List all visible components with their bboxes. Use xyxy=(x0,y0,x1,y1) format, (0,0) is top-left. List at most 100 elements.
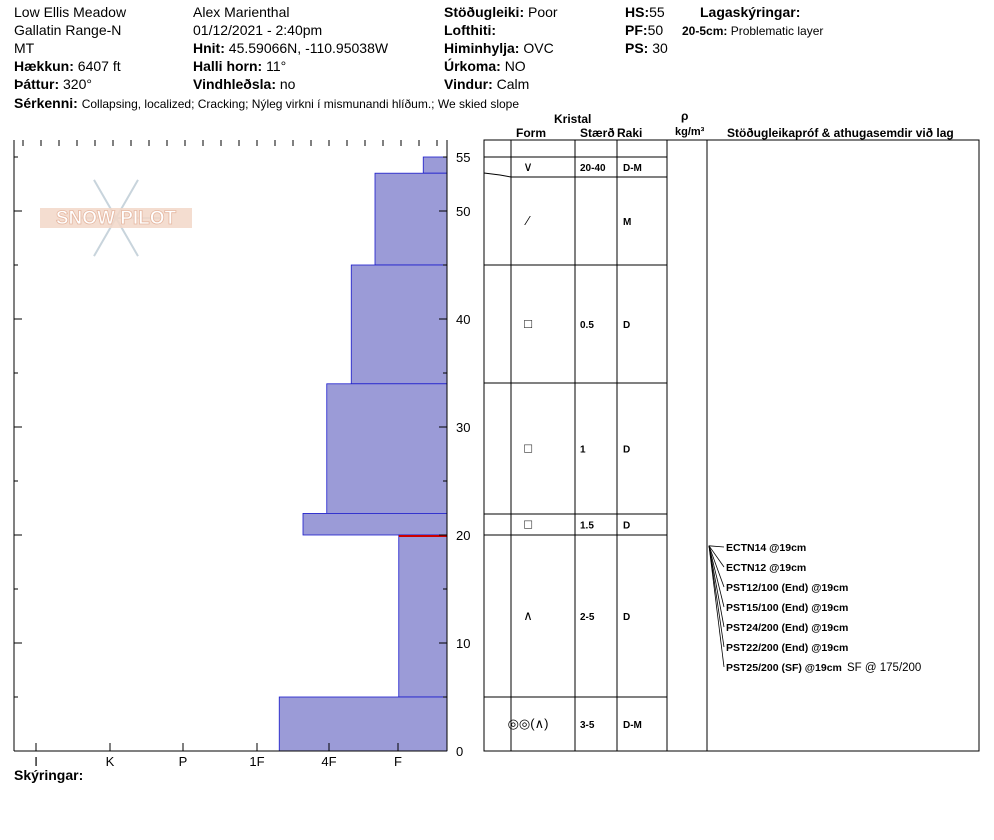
crystal-size-value: 2-5 xyxy=(580,612,595,623)
moisture-value: D-M xyxy=(623,163,642,174)
precip-label: Úrkoma: xyxy=(444,58,501,74)
logo-text: SNOW PILOT xyxy=(56,208,177,229)
elevation-row: Hækkun: 6407 ft xyxy=(14,58,121,74)
features-label: Sérkenni: xyxy=(14,95,78,111)
windload-label: Vindhleðsla: xyxy=(193,76,276,92)
aspect-row: Þáttur: 320° xyxy=(14,76,92,92)
size-header: Stærð xyxy=(580,126,615,140)
hardness-tick-label: F xyxy=(394,754,402,769)
test-pointer-line xyxy=(708,545,725,628)
layer-note-range: 20-5cm: xyxy=(682,24,728,38)
test-result: PST24/200 (End) @19cm xyxy=(726,622,848,634)
slope-label: Halli horn: xyxy=(193,58,263,74)
crystal-size-value: 3-5 xyxy=(580,720,595,731)
ps-value: 30 xyxy=(652,40,668,56)
hs-value: 55 xyxy=(649,4,665,20)
logo-banner xyxy=(40,208,192,228)
location-name: Low Ellis Meadow xyxy=(14,4,127,20)
depth-axis: 0 10 20 30 40 50 55 xyxy=(14,150,470,759)
test-result: PST12/100 (End) @19cm xyxy=(726,582,848,594)
hardness-bar xyxy=(326,383,448,514)
hs-label: HS: xyxy=(625,4,650,20)
depth-tick-label: 20 xyxy=(456,528,470,543)
pf-value: 50 xyxy=(647,22,664,38)
crystal-form-symbol: □ xyxy=(524,441,532,456)
moisture-value: D xyxy=(623,612,630,623)
coords-row: Hnit: 45.59066N, -110.95038W xyxy=(193,40,388,56)
windload-row: Vindhleðsla: no xyxy=(193,76,295,92)
crystal-form-symbol: ∨ xyxy=(523,159,533,174)
observation-datetime: 01/12/2021 - 2:40pm xyxy=(193,22,323,38)
elevation-label: Hækkun: xyxy=(14,58,74,74)
form-header: Form xyxy=(516,126,546,140)
test-result: PST15/100 (End) @19cm xyxy=(726,602,848,614)
test-pointer-line xyxy=(708,545,725,568)
observer-name: Alex Marienthal xyxy=(193,4,290,20)
depth-tick-label: 40 xyxy=(456,312,470,327)
crystal-size-value: 1 xyxy=(580,445,586,456)
density-unit: kg/m³ xyxy=(675,126,705,138)
test-note: SF @ 175/200 xyxy=(847,662,921,674)
crystal-size-value: 20-40 xyxy=(580,163,606,174)
test-result: ECTN12 @19cm xyxy=(726,562,806,574)
airtemp-row: Lofthiti: xyxy=(444,22,496,38)
pf-label: PF: xyxy=(625,22,648,38)
crystal-form-symbol: □ xyxy=(524,316,532,331)
crystal-size-value: 0.5 xyxy=(580,320,594,331)
coords-value: 45.59066N, -110.95038W xyxy=(228,40,389,56)
moisture-value: D xyxy=(623,320,630,331)
stability-value: Poor xyxy=(528,4,558,20)
test-pointer-line xyxy=(708,545,725,648)
stability-tests: ECTN14 @19cm ECTN12 @19cm PST12/100 (End) … xyxy=(708,542,921,674)
moisture-value: M xyxy=(623,217,631,228)
depth-tick-label: 30 xyxy=(456,420,470,435)
test-pointer-line xyxy=(708,545,725,668)
sky-value: OVC xyxy=(523,40,554,56)
ps-row: PS: 30 xyxy=(625,40,668,56)
crystal-header: Kristal xyxy=(554,112,592,126)
hardness-bar xyxy=(422,156,448,174)
test-result: ECTN14 @19cm xyxy=(726,542,806,554)
crystal-form-symbol: □ xyxy=(524,517,532,532)
crystal-size-value: 1.5 xyxy=(580,521,594,532)
test-pointer-line xyxy=(708,545,725,608)
depth-tick-label: 55 xyxy=(456,150,470,165)
slope-value: 11° xyxy=(266,58,287,74)
moisture-header: Raki xyxy=(617,126,643,140)
hardness-bar xyxy=(398,534,448,698)
crystal-form-symbol: ◎◎(∧) xyxy=(508,716,549,731)
depth-tick-label: 0 xyxy=(456,744,463,759)
moisture-value: D xyxy=(623,445,630,456)
test-result: PST25/200 (SF) @19cm xyxy=(726,662,842,674)
test-pointer-line xyxy=(708,545,725,588)
wind-value: Calm xyxy=(496,76,530,92)
moisture-value: D xyxy=(623,521,630,532)
windload-value: no xyxy=(279,76,296,92)
layer-note-text: Problematic layer xyxy=(730,24,824,38)
density-symbol: ρ xyxy=(681,109,689,123)
hardness-tick-label: I xyxy=(34,754,38,769)
depth-tick-label: 50 xyxy=(456,204,470,219)
features-value: Collapsing, localized; Cracking; Nýleg v… xyxy=(81,97,519,111)
tests-header: Stöðugleikapróf & athugasemdir við lag xyxy=(727,126,954,140)
aspect-label: Þáttur: xyxy=(14,76,60,92)
depth-tick-label: 10 xyxy=(456,636,470,651)
hs-row: HS:55 xyxy=(625,4,665,20)
snowpilot-logo: SNOW PILOT xyxy=(40,179,192,257)
pf-row: PF:50 xyxy=(625,22,663,38)
crystal-form-symbol: ⁄ xyxy=(524,213,531,228)
mountain-range: Gallatin Range-N xyxy=(14,22,122,38)
table-border xyxy=(483,139,980,752)
aspect-value: 320° xyxy=(63,76,92,92)
hardness-tick-label: 1F xyxy=(249,754,264,769)
moisture-value: D-M xyxy=(623,720,642,731)
elevation-value: 6407 ft xyxy=(77,58,121,74)
airtemp-label: Lofthiti: xyxy=(444,22,497,38)
hardness-tick-label: K xyxy=(106,754,115,769)
layer-notes-label: Lagaskýringar: xyxy=(700,4,801,20)
hardness-axis: I K P 1F 4F F xyxy=(22,140,438,769)
slope-row: Halli horn: 11° xyxy=(193,58,286,74)
coords-label: Hnit: xyxy=(193,40,225,56)
layer-table: ∨ 20-40 D-M ⁄ M □ 0.5 D □ 1 D □ 1.5 D ∧ 2-5 D ◎◎(∧) 3-5 D-M xyxy=(483,139,980,752)
